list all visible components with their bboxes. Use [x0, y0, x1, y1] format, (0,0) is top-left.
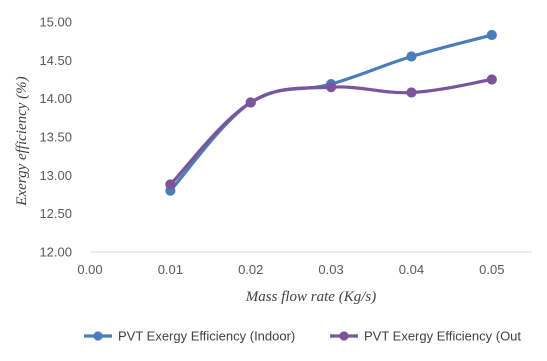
- y-tick-label: 14.50: [39, 53, 72, 68]
- data-point-outdoor: [325, 82, 337, 93]
- y-tick-label: 13.50: [39, 130, 72, 145]
- y-tick-label: 12.50: [39, 206, 72, 221]
- y-tick-label: 15.00: [39, 15, 72, 30]
- x-tick-label: 0.02: [238, 262, 263, 277]
- y-axis-title: Exergy efficiency (%): [14, 76, 30, 206]
- series-line-indoor: [168, 33, 494, 193]
- data-point-indoor: [486, 29, 497, 41]
- x-tick-label: 0.05: [479, 262, 504, 277]
- y-tick-label: 14.00: [39, 91, 72, 106]
- series-line-outdoor: [168, 77, 494, 187]
- legend: PVT Exergy Efficiency (Indoor) PVT Exergy…: [84, 329, 521, 344]
- x-tick-label: 0.01: [158, 262, 183, 277]
- x-tick-label: 0.00: [77, 262, 102, 277]
- data-point-outdoor: [165, 179, 176, 190]
- x-tick-label: 0.03: [318, 262, 343, 277]
- series-lines: [168, 33, 494, 193]
- data-point-outdoor: [486, 74, 497, 85]
- data-point-outdoor: [245, 97, 256, 108]
- legend-marker-outdoor: [339, 331, 349, 341]
- legend-label-outdoor: PVT Exergy Efficiency (Out: [364, 329, 521, 344]
- y-tick-label: 13.00: [39, 168, 72, 183]
- series-markers: [165, 29, 497, 196]
- y-tick-label: 12.00: [39, 245, 72, 260]
- x-axis-title: Mass flow rate (Kg/s): [245, 289, 376, 305]
- x-tick-label: 0.04: [399, 262, 424, 277]
- data-point-outdoor: [406, 87, 417, 98]
- legend-label-indoor: PVT Exergy Efficiency (Indoor): [118, 329, 295, 344]
- y-tick-labels: 12.00 12.50 13.00 13.50 14.00 14.50 15.00: [39, 15, 72, 260]
- legend-marker-indoor: [93, 331, 103, 341]
- x-tick-labels: 0.00 0.01 0.02 0.03 0.04 0.05: [77, 262, 504, 277]
- data-point-indoor: [406, 51, 417, 62]
